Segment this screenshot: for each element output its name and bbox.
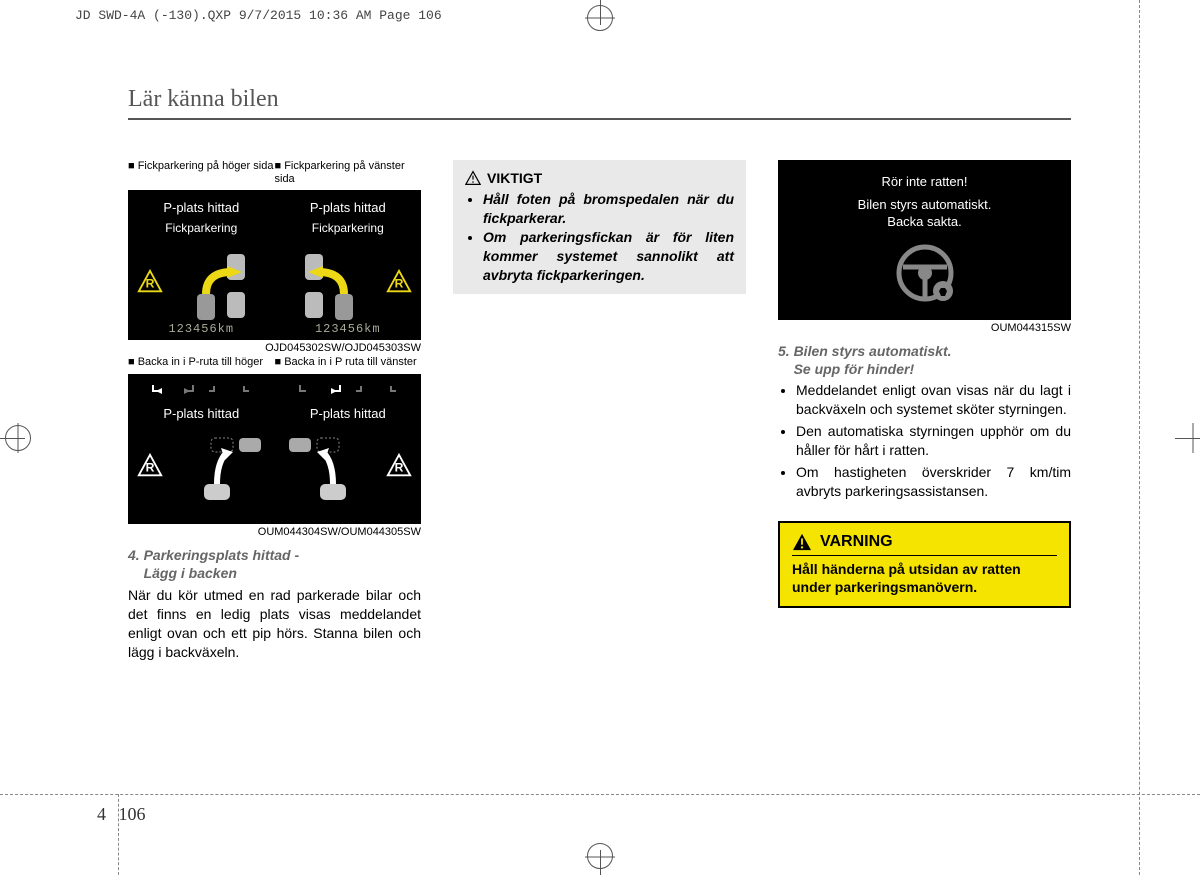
parking-graphic-perp-right (171, 432, 261, 512)
display-line-2: Bilen styrs automatiskt. (858, 197, 992, 212)
warning-triangle-icon (465, 170, 481, 186)
warning-box: VARNING Håll händerna på utsidan av ratt… (778, 521, 1071, 608)
important-title: VIKTIGT (465, 170, 734, 186)
svg-text:R: R (146, 277, 155, 291)
display-line-1: Rör inte ratten! (882, 174, 968, 189)
reverse-icon: R (385, 452, 413, 480)
parking-graphic-left (293, 252, 363, 322)
step-4-heading: 4. Parkeringsplats hittad - Lägg i backe… (128, 546, 421, 582)
reverse-icon: R (136, 452, 164, 480)
crop-mark-left (0, 418, 40, 458)
display-subheading: Fickparkering (165, 221, 237, 235)
trim-line-horizontal (0, 794, 1200, 795)
important-bullet-1: Håll foten på bromspedalen när du fickpa… (483, 190, 734, 228)
figure-label-top-right: ■ Fickparkering på vänster sida (275, 160, 422, 186)
page-no: 106 (119, 804, 146, 824)
figure-label-bottom-right: ■ Backa in i P ruta till vänster (275, 356, 422, 369)
display-subheading: Fickparkering (312, 221, 384, 235)
warning-triangle-solid-icon (792, 533, 812, 551)
crop-mark-top (580, 0, 620, 40)
svg-text:R: R (395, 460, 404, 474)
warning-text: Håll händerna på utsidan av ratten under… (792, 560, 1057, 596)
column-3: Rör inte ratten! Bilen styrs automatiskt… (778, 160, 1071, 662)
step-4-heading-line-1: 4. Parkeringsplats hittad - (128, 547, 299, 563)
step-5-heading-line-1: 5. Bilen styrs automatiskt. (778, 343, 952, 359)
odometer: 123456km (315, 322, 381, 336)
parking-graphic-right (187, 252, 257, 322)
display-auto-steer: Rör inte ratten! Bilen styrs automatiskt… (778, 160, 1071, 320)
step-4-body: När du kör utmed en rad parkerade bilar … (128, 586, 421, 662)
odometer: 123456km (168, 322, 234, 336)
column-1: ■ Fickparkering på höger sida ■ Fickpark… (128, 160, 421, 662)
steering-wheel-icon (893, 241, 957, 305)
display-top-right: P-plats hittad Fickparkering R 123456km (275, 190, 422, 340)
page-section: 4 (97, 804, 106, 824)
display-heading: P-plats hittad (310, 406, 386, 421)
print-header: JD SWD-4A (-130).QXP 9/7/2015 10:36 AM P… (75, 8, 442, 23)
page-title: Lär känna bilen (128, 86, 279, 113)
step-4-heading-line-2: Lägg i backen (144, 565, 237, 581)
warning-title-text: VARNING (820, 533, 893, 551)
display-top-left: P-plats hittad Fickparkering R 123456km (128, 190, 275, 340)
important-notice-box: VIKTIGT Håll foten på bromspedalen när d… (453, 160, 746, 294)
step-5-bullets: Meddelandet enligt ovan visas när du lag… (796, 381, 1071, 500)
trim-line-vertical-right (1139, 0, 1140, 875)
warning-title: VARNING (792, 533, 1057, 556)
figure-label-bottom-left: ■ Backa in i P-ruta till höger (128, 356, 275, 369)
parking-graphic-perp-left (289, 432, 379, 512)
reverse-icon: R (385, 268, 413, 296)
important-title-text: VIKTIGT (487, 170, 542, 186)
display-heading: P-plats hittad (163, 200, 239, 215)
column-2: VIKTIGT Håll foten på bromspedalen när d… (453, 160, 746, 662)
crop-mark-right (1160, 418, 1200, 458)
parking-mode-icons (150, 382, 252, 400)
figure-code-3: OUM044315SW (778, 322, 1071, 334)
figure-code-1: OJD045302SW/OJD045303SW (128, 342, 421, 354)
step-5-heading-line-2: Se upp för hinder! (794, 361, 915, 377)
step-5-bullet-2: Den automatiska styrningen upphör om du … (796, 422, 1071, 460)
figure-code-2: OUM044304SW/OUM044305SW (128, 526, 421, 538)
step-5-bullet-3: Om hastigheten överskrider 7 km/tim avbr… (796, 463, 1071, 501)
display-heading: P-plats hittad (310, 200, 386, 215)
display-bottom-right: P-plats hittad R (275, 374, 422, 524)
display-heading: P-plats hittad (163, 406, 239, 421)
crop-mark-bottom (580, 835, 620, 875)
page-number: 4 106 (97, 804, 146, 825)
title-rule (128, 118, 1071, 120)
display-bottom-left: P-plats hittad R (128, 374, 275, 524)
step-5-bullet-1: Meddelandet enligt ovan visas när du lag… (796, 381, 1071, 419)
step-5-heading: 5. Bilen styrs automatiskt. Se upp för h… (778, 342, 1071, 378)
reverse-icon: R (136, 268, 164, 296)
figure-label-top-left: ■ Fickparkering på höger sida (128, 160, 275, 186)
svg-text:R: R (146, 460, 155, 474)
parking-mode-icons (297, 382, 399, 400)
svg-text:R: R (395, 277, 404, 291)
important-bullet-2: Om parkeringsfickan är för liten kommer … (483, 228, 734, 285)
display-line-3: Backa sakta. (887, 214, 961, 229)
